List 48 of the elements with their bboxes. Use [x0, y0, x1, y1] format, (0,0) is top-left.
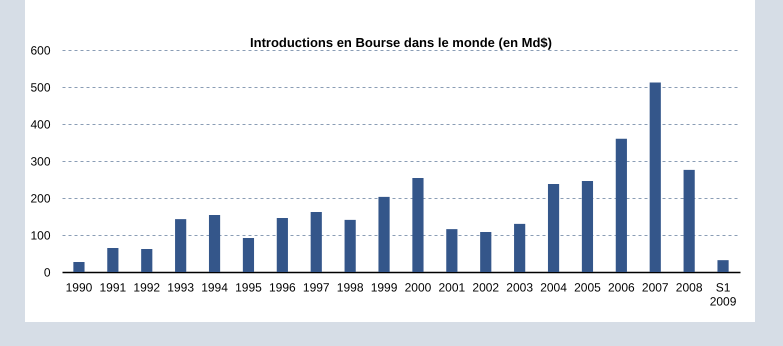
x-tick-label: 2000: [404, 280, 432, 294]
bar: [446, 229, 458, 272]
bar: [616, 138, 627, 272]
x-tick-label: 2002: [472, 280, 500, 294]
x-tick-label: 2003: [506, 280, 534, 294]
x-tick-label: 1990: [66, 280, 93, 294]
x-tick-label: 1995: [235, 280, 262, 294]
bar: [650, 82, 661, 272]
x-tick-label: 2008: [676, 280, 703, 294]
bar: [548, 184, 560, 272]
y-tick-label: 0: [44, 266, 51, 280]
x-tick-label: 1991: [100, 280, 127, 294]
y-tick-label: 200: [30, 192, 51, 206]
chart-title: Introductions en Bourse dans le monde (en Md$): [250, 35, 552, 50]
bar: [141, 249, 152, 272]
bar: [717, 260, 729, 272]
x-tick-label: 1993: [167, 280, 194, 294]
x-tick-label: 1994: [201, 280, 228, 294]
bar: [175, 219, 186, 272]
x-tick-label: 1996: [269, 280, 296, 294]
bar: [208, 215, 220, 272]
bar: [242, 238, 254, 272]
bar: [73, 262, 85, 272]
x-tick-label: 1992: [133, 280, 160, 294]
bar: [344, 220, 356, 272]
x-tick-label: S1 2009: [710, 280, 737, 308]
y-tick-label: 300: [30, 154, 51, 168]
x-tick-label: 1998: [336, 280, 364, 294]
y-tick-label: 500: [30, 80, 51, 94]
bar: [684, 170, 695, 272]
bar: [480, 232, 492, 272]
y-tick-label: 600: [30, 44, 51, 58]
x-tick-label: 2004: [540, 280, 568, 294]
y-tick-label: 100: [30, 228, 51, 242]
y-tick-label: 400: [30, 118, 51, 132]
x-tick-label: 2007: [642, 280, 669, 294]
bar: [378, 196, 390, 272]
bar: [514, 224, 526, 272]
x-tick-label: 1999: [370, 280, 398, 294]
bar: [276, 218, 288, 272]
bar: [412, 178, 424, 272]
x-tick-label: 2005: [574, 280, 602, 294]
bar: [582, 180, 594, 272]
x-tick-label: 2006: [608, 280, 636, 294]
bar: [310, 212, 322, 272]
x-tick-label: 2001: [438, 280, 466, 294]
x-tick-label: 1997: [302, 280, 330, 294]
bar: [107, 248, 118, 272]
